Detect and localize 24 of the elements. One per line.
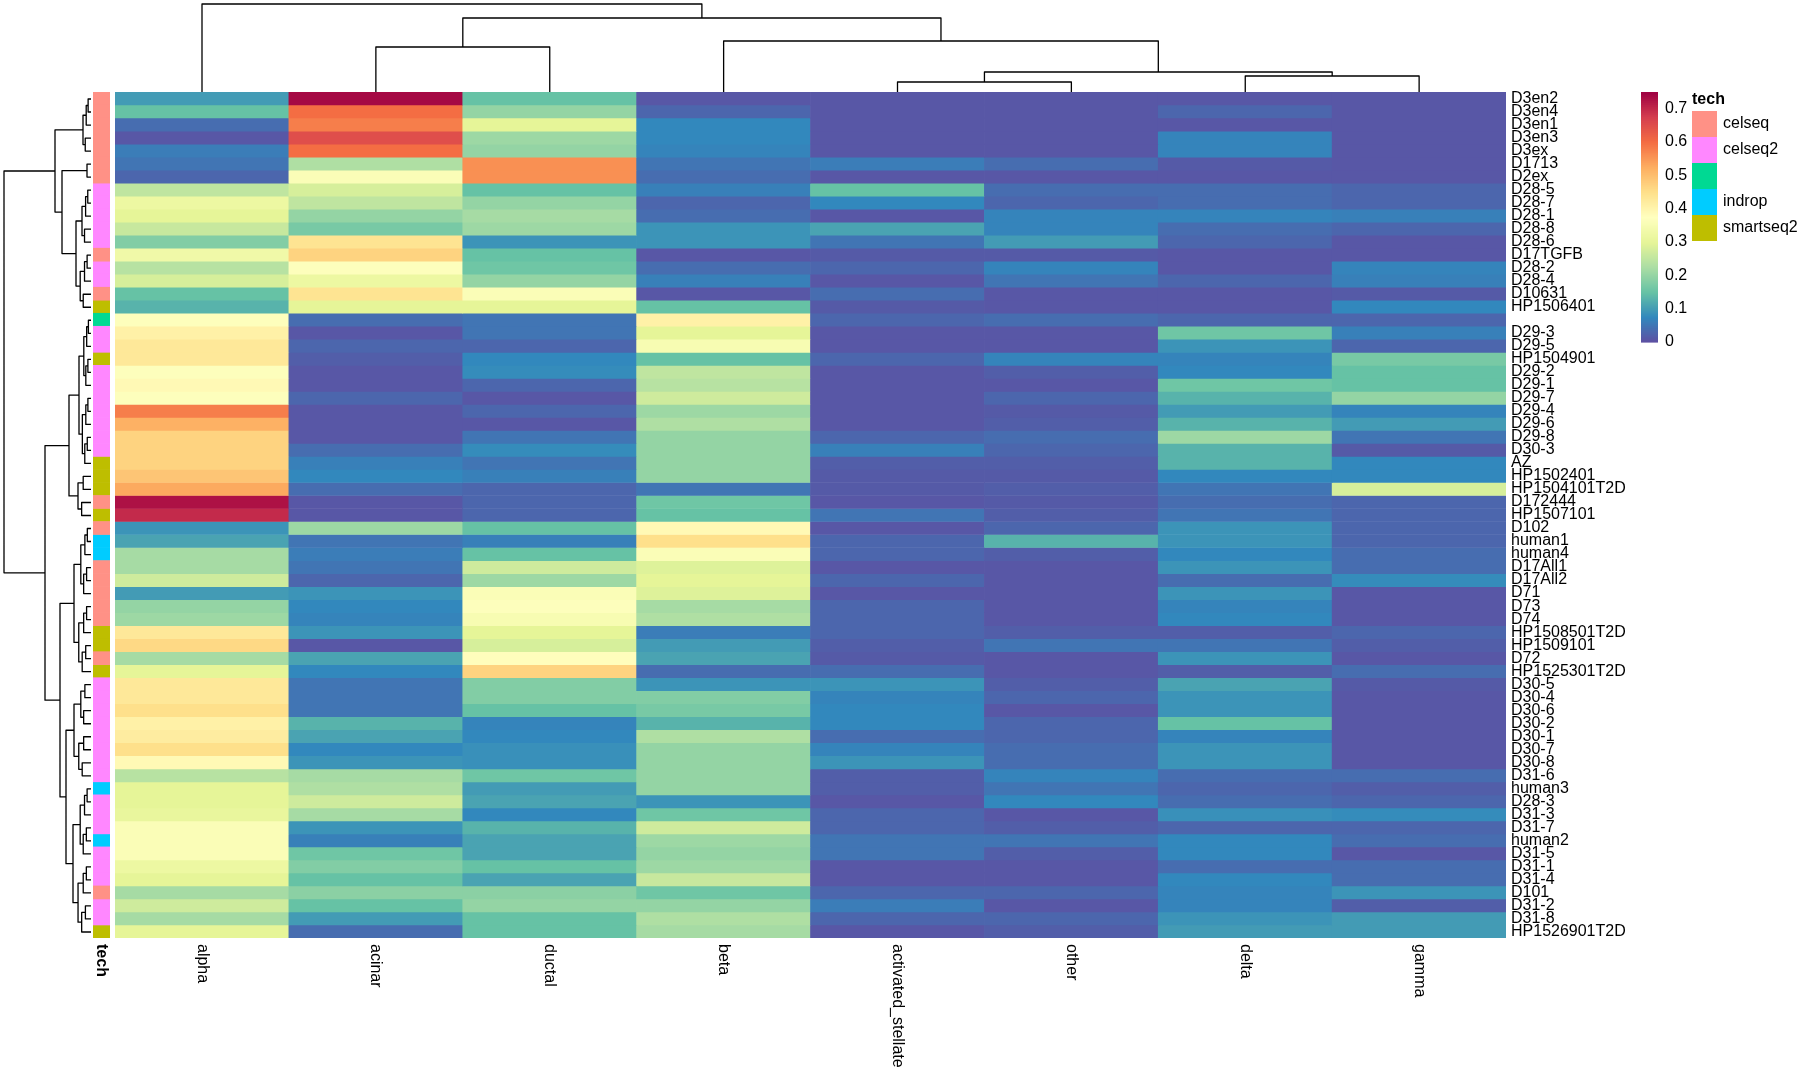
color-bar-label: 0.5 — [1665, 165, 1688, 183]
x-tick-label: beta — [716, 944, 734, 976]
legend-label: celseq2 — [1723, 140, 1779, 158]
x-tick-label: acinar — [368, 944, 386, 989]
y-tick-label: D3en2 — [1511, 88, 1559, 106]
legend-title: tech — [1692, 90, 1725, 108]
x-tick-label: alpha — [194, 944, 212, 984]
legend-label: indrop — [1723, 192, 1768, 210]
x-tick-label: other — [1063, 944, 1081, 982]
y-axis-title: tech — [94, 944, 112, 977]
y-tick-label: HP1506401 — [1511, 297, 1596, 315]
x-tick-label: activated_stellate — [889, 944, 908, 1068]
color-bar-label: 0 — [1665, 332, 1674, 350]
x-tick-label: delta — [1237, 944, 1255, 979]
x-tick-label: gamma — [1411, 944, 1429, 998]
color-bar-label: 0.3 — [1665, 232, 1688, 250]
color-bar-label: 0.1 — [1665, 299, 1688, 317]
color-bar-label: 0.2 — [1665, 265, 1688, 283]
color-bar-label: 0.6 — [1665, 132, 1688, 150]
x-tick-label: ductal — [542, 944, 560, 987]
color-bar-label: 0.4 — [1665, 199, 1688, 217]
color-bar-label: 0.7 — [1665, 99, 1688, 117]
legend-label: celseq — [1723, 114, 1770, 132]
legend-label: smartseq2 — [1723, 218, 1798, 236]
